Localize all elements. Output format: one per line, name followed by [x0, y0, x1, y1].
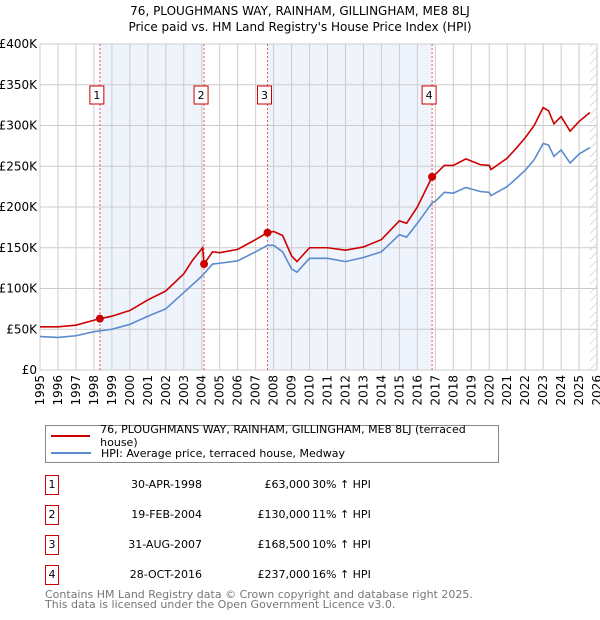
footer-licence: This data is licensed under the Open Gov… [45, 598, 396, 611]
sale-price: £168,500 [257, 538, 311, 551]
legend-item-property: 76, PLOUGHMANS WAY, RAINHAM, GILLINGHAM,… [46, 423, 498, 449]
sale-row: 2 19-FEB-2004 £130,000 11% ↑ HPI [45, 505, 445, 525]
y-tick-label: £250K [0, 159, 38, 173]
x-tick-label: 1997 [69, 375, 83, 406]
x-tick-label: 2013 [356, 375, 370, 406]
sale-point [263, 228, 272, 237]
y-tick-label: £50K [6, 322, 38, 336]
sale-point [95, 314, 104, 323]
legend-swatch-blue [51, 452, 91, 454]
sale-hpi-diff: 30% ↑ HPI [312, 478, 371, 491]
y-tick-label: £150K [0, 241, 38, 255]
footer: Contains HM Land Registry data © Crown c… [45, 588, 473, 611]
x-tick-label: 1996 [51, 375, 65, 406]
sale-number-box: 2 [45, 505, 59, 525]
x-tick-label: 2005 [213, 375, 227, 406]
y-tick-label: £300K [0, 119, 38, 133]
sale-label-number: 4 [426, 89, 433, 102]
x-tick-label: 2022 [518, 375, 532, 406]
sale-number-box: 1 [45, 475, 59, 495]
legend: 76, PLOUGHMANS WAY, RAINHAM, GILLINGHAM,… [45, 423, 499, 463]
x-tick-label: 2024 [554, 375, 568, 406]
x-tick-label: 2006 [231, 375, 245, 406]
y-tick-label: £100K [0, 282, 38, 296]
sale-date: 31-AUG-2007 [128, 538, 202, 551]
sale-date: 19-FEB-2004 [131, 508, 202, 521]
price-chart: 76, PLOUGHMANS WAY, RAINHAM, GILLINGHAM,… [0, 4, 600, 406]
x-tick-label: 2007 [249, 375, 263, 406]
x-tick-label: 1995 [33, 375, 47, 406]
sale-price: £237,000 [257, 568, 311, 581]
x-tick-label: 2023 [536, 375, 550, 406]
x-tick-label: 2001 [141, 375, 155, 406]
x-tick-label: 2025 [572, 375, 586, 406]
x-tick-label: 2014 [374, 375, 388, 406]
sale-hpi-diff: 10% ↑ HPI [312, 538, 371, 551]
x-tick-label: 2026 [590, 375, 600, 406]
sale-date: 28-OCT-2016 [129, 568, 202, 581]
x-tick-label: 2011 [321, 375, 335, 406]
sale-label-box [421, 85, 437, 105]
sale-point [428, 172, 437, 181]
x-tick-label: 2016 [410, 375, 424, 406]
sale-label-number: 1 [93, 89, 100, 102]
x-tick-label: 2017 [428, 375, 442, 406]
sale-row: 3 31-AUG-2007 £168,500 10% ↑ HPI [45, 535, 445, 555]
plot-frame [39, 43, 598, 371]
x-tick-label: 2020 [482, 375, 496, 406]
sale-date: 30-APR-1998 [130, 478, 202, 491]
x-tick-label: 1999 [105, 375, 119, 406]
footer-copyright: Contains HM Land Registry data © Crown c… [45, 588, 473, 601]
x-tick-label: 2018 [446, 375, 460, 406]
chart-subtitle: Price paid vs. HM Land Registry's House … [128, 20, 471, 34]
sale-number-box: 3 [45, 535, 59, 555]
sale-point [200, 260, 209, 269]
sale-label-box [89, 85, 105, 105]
x-tick-label: 2012 [338, 375, 352, 406]
x-tick-label: 1998 [87, 375, 101, 406]
legend-label: 76, PLOUGHMANS WAY, RAINHAM, GILLINGHAM,… [100, 423, 466, 449]
sale-price: £63,000 [264, 478, 311, 491]
y-tick-label: £200K [0, 200, 38, 214]
x-tick-label: 2000 [123, 375, 137, 406]
x-tick-label: 2019 [464, 375, 478, 406]
x-tick-label: 2009 [285, 375, 299, 406]
sale-row: 4 28-OCT-2016 £237,000 16% ↑ HPI [45, 565, 445, 585]
sale-row: 1 30-APR-1998 £63,000 30% ↑ HPI [45, 475, 445, 495]
y-tick-label: £350K [0, 78, 38, 92]
y-tick-label: £0 [22, 363, 37, 377]
sale-price: £130,000 [257, 508, 311, 521]
x-tick-label: 2021 [500, 375, 514, 406]
sale-label-number: 3 [261, 89, 268, 102]
sale-number-box: 4 [45, 565, 59, 585]
sale-label-box [257, 85, 273, 105]
chart-title: 76, PLOUGHMANS WAY, RAINHAM, GILLINGHAM,… [130, 4, 470, 18]
x-tick-label: 2010 [303, 375, 317, 406]
legend-swatch-red [51, 435, 91, 437]
series-line [40, 106, 591, 328]
sale-label-box [193, 85, 209, 105]
x-tick-label: 2015 [392, 375, 406, 406]
x-tick-label: 2002 [159, 375, 173, 406]
legend-label: HPI: Average price, terraced house, Medw… [101, 446, 346, 460]
sale-label-number: 2 [198, 89, 205, 102]
x-tick-label: 2004 [195, 375, 209, 406]
x-tick-label: 2003 [177, 375, 191, 406]
x-tick-label: 2008 [267, 375, 281, 406]
sale-hpi-diff: 16% ↑ HPI [312, 568, 371, 581]
legend-item-hpi: HPI: Average price, terraced house, Medw… [46, 445, 345, 461]
y-tick-label: £400K [0, 37, 38, 51]
sale-hpi-diff: 11% ↑ HPI [312, 508, 371, 521]
series-line [39, 142, 591, 339]
